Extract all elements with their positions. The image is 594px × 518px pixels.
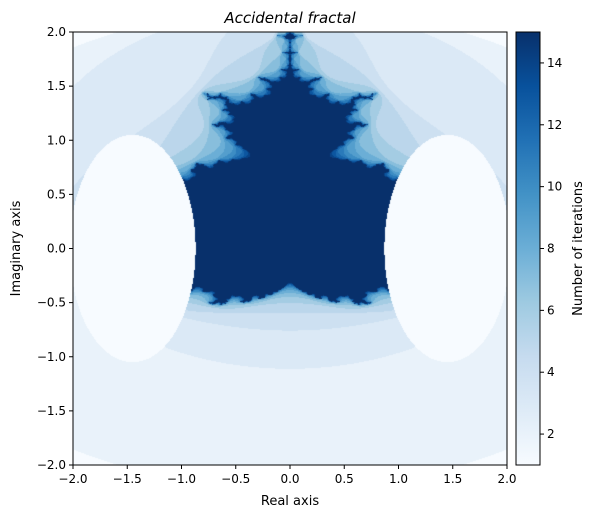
y-tick-label: −2.0 <box>37 458 66 472</box>
colorbar-tick-label: 8 <box>547 242 555 256</box>
x-axis-ticks: −2.0 −1.5 −1.0 −0.5 0.0 0.5 1.0 1.5 2.0 <box>58 465 517 486</box>
colorbar-ticks: 2 4 6 8 10 12 14 <box>540 56 562 441</box>
y-axis-ticks: −2.0 −1.5 −1.0 −0.5 0.0 0.5 1.0 1.5 2.0 <box>37 25 73 472</box>
x-tick-label: −1.0 <box>167 472 196 486</box>
colorbar-tick-label: 6 <box>547 303 555 317</box>
y-tick-label: 1.5 <box>47 79 66 93</box>
y-axis-label: Imaginary axis <box>9 200 24 296</box>
x-tick-label: 2.0 <box>497 472 516 486</box>
x-tick-label: 1.0 <box>389 472 408 486</box>
y-tick-label: 0.0 <box>47 242 66 256</box>
x-tick-label: −0.5 <box>221 472 250 486</box>
y-tick-label: 0.5 <box>47 187 66 201</box>
colorbar-tick-label: 10 <box>547 180 562 194</box>
colorbar-tick-label: 12 <box>547 118 562 132</box>
x-axis-label: Real axis <box>261 494 319 509</box>
colorbar-tick-label: 2 <box>547 427 555 441</box>
x-tick-label: 0.5 <box>335 472 354 486</box>
x-tick-label: −1.5 <box>113 472 142 486</box>
chart-title: Accidental fractal <box>223 9 356 27</box>
colorbar <box>515 31 541 466</box>
colorbar-tick-label: 4 <box>547 365 555 379</box>
y-tick-label: −0.5 <box>37 296 66 310</box>
y-tick-label: 1.0 <box>47 133 66 147</box>
colorbar-label: Number of iterations <box>571 181 586 316</box>
x-tick-label: 0.0 <box>280 472 299 486</box>
y-tick-label: −1.5 <box>37 404 66 418</box>
y-tick-label: −1.0 <box>37 350 66 364</box>
x-tick-label: −2.0 <box>58 472 87 486</box>
x-tick-label: 1.5 <box>443 472 462 486</box>
colorbar-tick-label: 14 <box>547 56 562 70</box>
fractal-heatmap <box>73 32 507 465</box>
y-tick-label: 2.0 <box>47 25 66 39</box>
